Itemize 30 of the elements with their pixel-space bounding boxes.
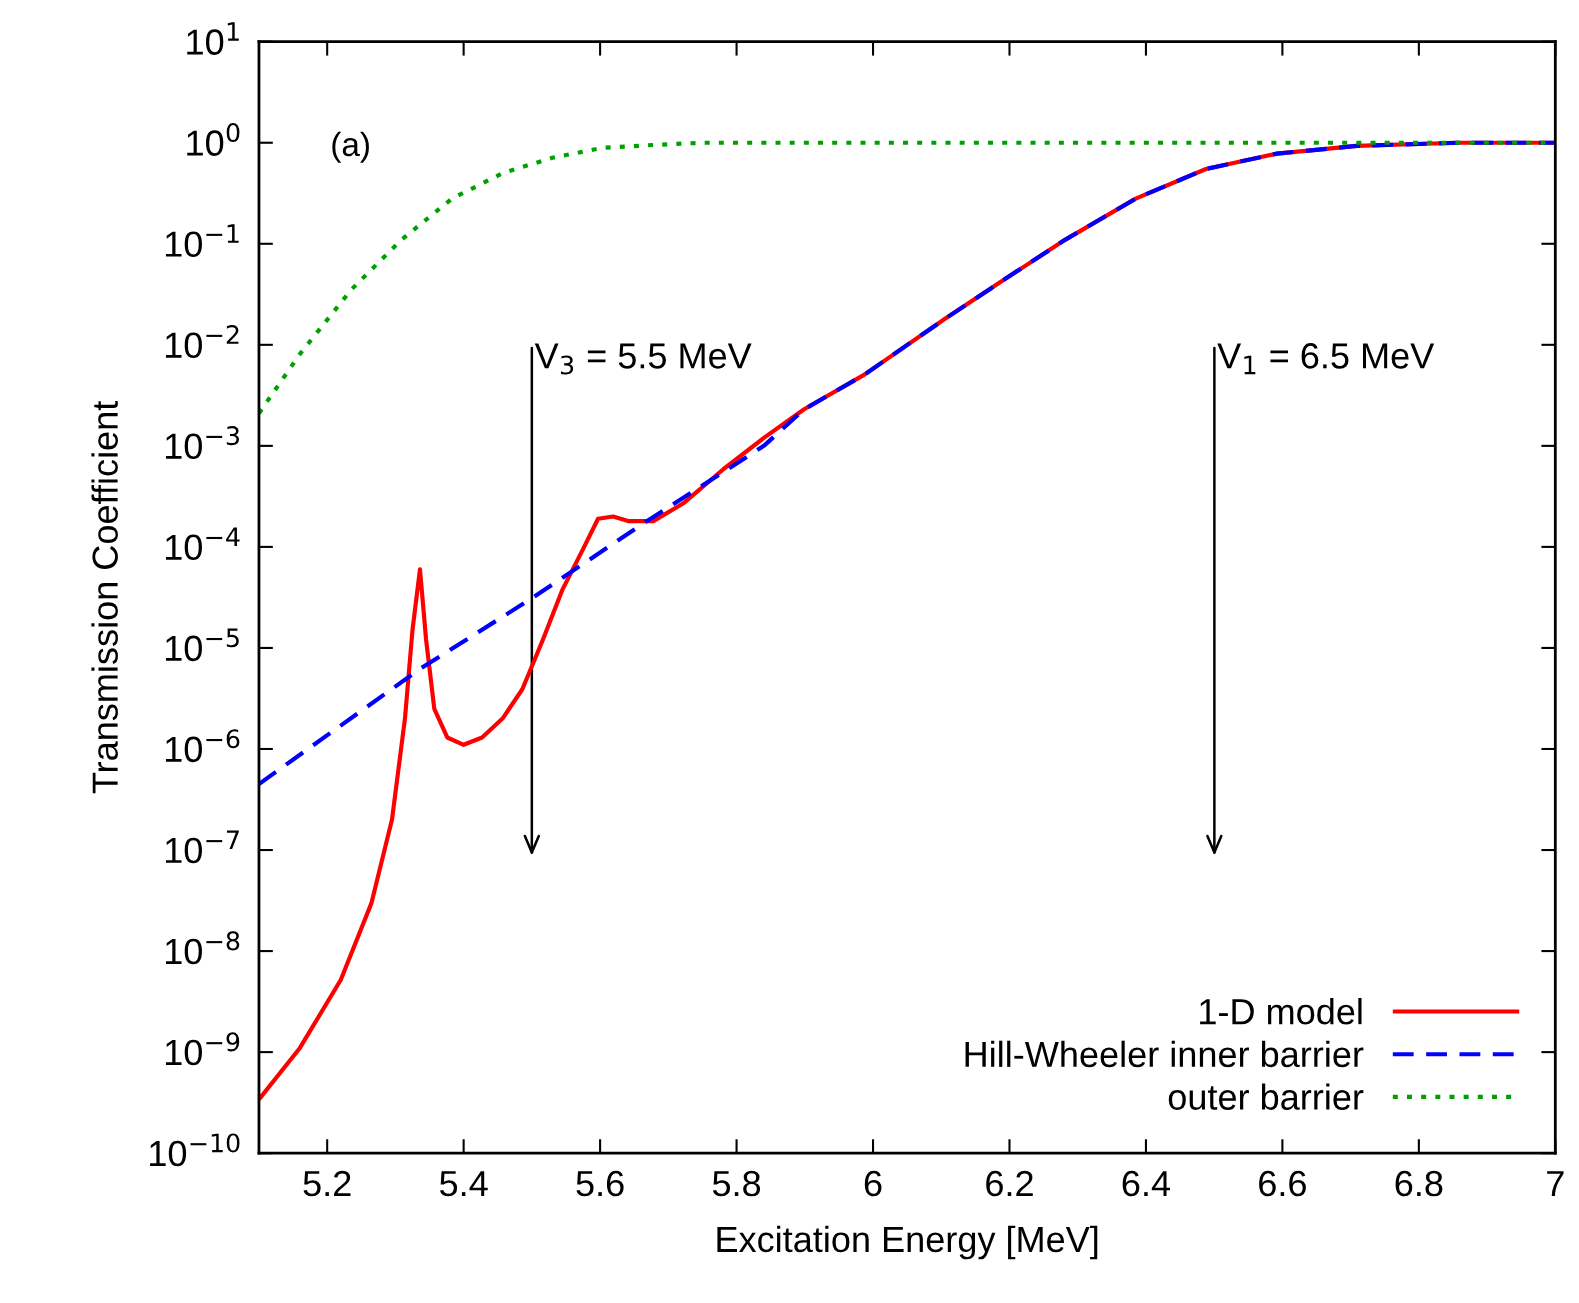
y-tick-label: 10$^{−1}$ [165, 224, 239, 257]
y-tick-label: 10$^{−6}$ [165, 729, 240, 763]
x-tick-label: 6 [864, 1170, 882, 1197]
y-tick-label: 10$^{−4}$ [165, 527, 240, 561]
x-tick-label: 6.8 [1395, 1170, 1443, 1197]
legend-label: 1-D model [1200, 998, 1362, 1025]
y-tick-label: 10$^{−2}$ [165, 325, 239, 358]
annotation: (a) [332, 131, 369, 163]
x-axis-title: Excitation Energy [MeV] [717, 1225, 1098, 1260]
y-tick-label: 10$^{−8}$ [165, 931, 240, 965]
legend-label: outer barrier [1168, 1083, 1364, 1110]
x-tick-label: 5.8 [712, 1170, 761, 1197]
y-tick-label: 10$^{0}$ [187, 122, 240, 156]
y-tick-label: 10$^{−3}$ [165, 426, 239, 460]
y-tick-label: 10$^{−10}$ [150, 1133, 240, 1167]
annotation: V$_{1}$ = 6.5 MeV [1217, 343, 1435, 375]
x-tick-label: 5.2 [303, 1170, 351, 1197]
annotation: V$_{3}$ = 5.5 MeV [534, 343, 752, 375]
y-axis-title: Transmission Coefficient [91, 401, 118, 794]
y-tick-label: 10$^{−9}$ [165, 1032, 240, 1066]
legend-label: Hill-Wheeler inner barrier [965, 1040, 1364, 1068]
y-tick-label: 10$^{−7}$ [165, 830, 239, 864]
x-tick-label: 5.6 [576, 1170, 624, 1197]
x-tick-label: 5.4 [439, 1171, 488, 1197]
x-tick-label: 6.2 [986, 1170, 1033, 1197]
x-tick-label: 6.4 [1122, 1170, 1170, 1197]
y-tick-label: 10$^{1}$ [187, 22, 239, 55]
x-tick-label: 7 [1547, 1171, 1564, 1196]
y-tick-label: 10$^{−5}$ [165, 628, 239, 662]
x-tick-label: 6.6 [1259, 1170, 1306, 1197]
